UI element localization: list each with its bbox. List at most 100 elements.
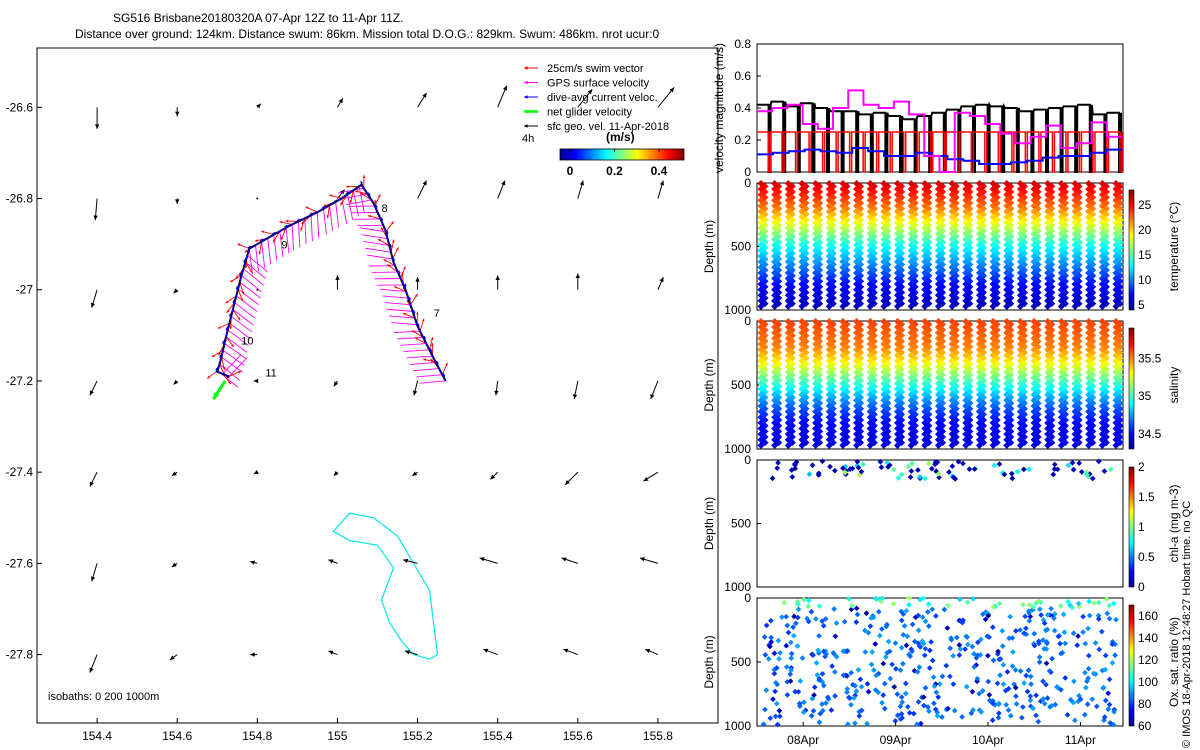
geo-vector	[250, 560, 258, 565]
colorbar-tick-label: 140	[1138, 631, 1158, 645]
geo-vector	[171, 562, 178, 568]
geo-vector	[657, 276, 664, 290]
gps-velocity-vector	[297, 221, 301, 248]
velocity-y-tick-label: 0	[744, 165, 751, 179]
swim-vector	[419, 318, 425, 332]
swim-vector	[279, 220, 293, 225]
geo-vector	[479, 557, 498, 564]
colorbar-tick-label: 35	[1138, 389, 1152, 403]
geo-vector	[417, 180, 428, 199]
geo-vector	[171, 471, 178, 477]
legend-entry-label: 25cm/s swim vector	[547, 63, 644, 75]
map-y-tick-label: -27.2	[6, 374, 34, 388]
geo-vector	[89, 471, 98, 487]
swim-vector	[300, 218, 306, 231]
geo-vector	[497, 85, 508, 108]
title-line-1: SG516 Brisbane20180320A 07-Apr 12Z to 11…	[113, 11, 403, 25]
swim-vector	[229, 275, 242, 283]
geo-vector	[561, 557, 578, 564]
legend-arrow	[524, 124, 538, 128]
gps-velocity-vector	[406, 355, 433, 359]
gps-velocity-vector	[329, 205, 334, 232]
swim-vector	[387, 264, 399, 273]
swim-vector	[326, 205, 330, 219]
colorbar-tick-label: 10	[1138, 273, 1152, 287]
geo-vector	[577, 88, 593, 108]
track-day-label: 9	[281, 240, 287, 252]
geo-vector	[253, 469, 259, 475]
gps-velocity-vector	[245, 261, 266, 279]
temperature-panel-colorbar	[1128, 189, 1135, 311]
legend-entry-label: GPS surface velocity	[547, 78, 650, 90]
swim-vector	[441, 362, 448, 375]
map-x-tick-label: 155.8	[643, 729, 673, 743]
map-colorbar-tick-label: 0	[567, 164, 574, 178]
velocity-y-tick-label: 0.2	[734, 133, 751, 147]
gps-velocity-vector	[413, 368, 440, 372]
swim-vector	[346, 185, 360, 188]
swim-vector	[400, 266, 406, 279]
oxygen-data	[760, 595, 1119, 728]
depth-axis-label: Depth (m)	[702, 497, 716, 550]
track-day-label: 11	[265, 367, 276, 379]
legend-entry-label: net glider velocity	[547, 107, 632, 119]
legend-arrow	[524, 66, 538, 70]
gps-velocity-vector	[394, 330, 421, 334]
map-x-tick-label: 155.4	[483, 729, 513, 743]
geo-vector	[415, 277, 420, 290]
depth-tick-label: 0	[744, 176, 751, 190]
gps-velocity-vector	[225, 336, 248, 353]
swim-vector	[280, 227, 287, 241]
gps-velocity-vector	[397, 336, 424, 340]
track-day-label: 10	[241, 335, 253, 347]
geo-vector	[403, 558, 418, 564]
isobaths-label: isobaths: 0 200 1000m	[48, 691, 159, 703]
geo-vector	[333, 471, 339, 477]
gps-velocity-vector	[360, 227, 386, 233]
geo-vector	[643, 471, 659, 482]
depth-tick-label: 0	[744, 314, 751, 328]
gps-velocity-vector	[291, 224, 294, 251]
velocity-y-label: velocity magnitude (m/s)	[712, 43, 726, 173]
gps-velocity-vector	[310, 215, 313, 242]
geo-vector	[577, 180, 584, 199]
geo-vector	[253, 378, 259, 384]
gps-velocity-vector	[241, 275, 262, 293]
salinity-panel-data	[757, 317, 1124, 449]
swim-vector	[237, 243, 250, 250]
swim-vector	[329, 194, 342, 199]
gps-velocity-vector	[219, 363, 240, 381]
geo-vector	[173, 379, 179, 385]
legend-entry-label: sfc geo. vel. 11-Apr-2018	[547, 121, 669, 133]
swim-vector	[367, 215, 381, 220]
geo-vector	[175, 198, 180, 204]
swim-vector	[393, 286, 407, 292]
depth-tick-label: 1000	[724, 580, 751, 594]
geo-vector	[572, 380, 579, 400]
map-axes-frame	[36, 47, 719, 724]
legend-interval-label: 4h	[522, 133, 534, 145]
geo-vector	[490, 471, 499, 480]
map-y-tick-label: -27	[16, 283, 34, 297]
chla-panel: 0 500 1000 Depth (m) 0 0.5 1 1.5 2 chl-a (mg m-3)	[702, 453, 1181, 594]
track-day-label: 8	[382, 203, 388, 215]
gps-velocity-vector	[365, 247, 392, 253]
gps-velocity-vector	[222, 350, 245, 366]
velocity-panel: 0 0.2 0.4 0.6 0.8 velocity magnitude (m/s)	[712, 37, 1124, 179]
gps-velocity-vector	[237, 288, 260, 306]
geo-vector	[412, 380, 419, 396]
swim-vector	[362, 175, 366, 189]
colorbar-tick-label: 5	[1138, 298, 1145, 312]
temperature-panel-data	[757, 179, 1124, 310]
isobath-layer	[332, 512, 439, 660]
swim-vector	[410, 293, 418, 305]
date-tick-label: 09Apr	[880, 733, 912, 747]
depth-tick-label: 500	[731, 655, 751, 669]
velocity-y-tick-label: 0.4	[734, 101, 751, 115]
geo-vector	[575, 273, 580, 290]
swim-vector	[258, 241, 263, 255]
geo-vector	[173, 288, 179, 294]
net-glider-velocity	[212, 380, 227, 401]
depth-tick-label: 1000	[724, 303, 751, 317]
